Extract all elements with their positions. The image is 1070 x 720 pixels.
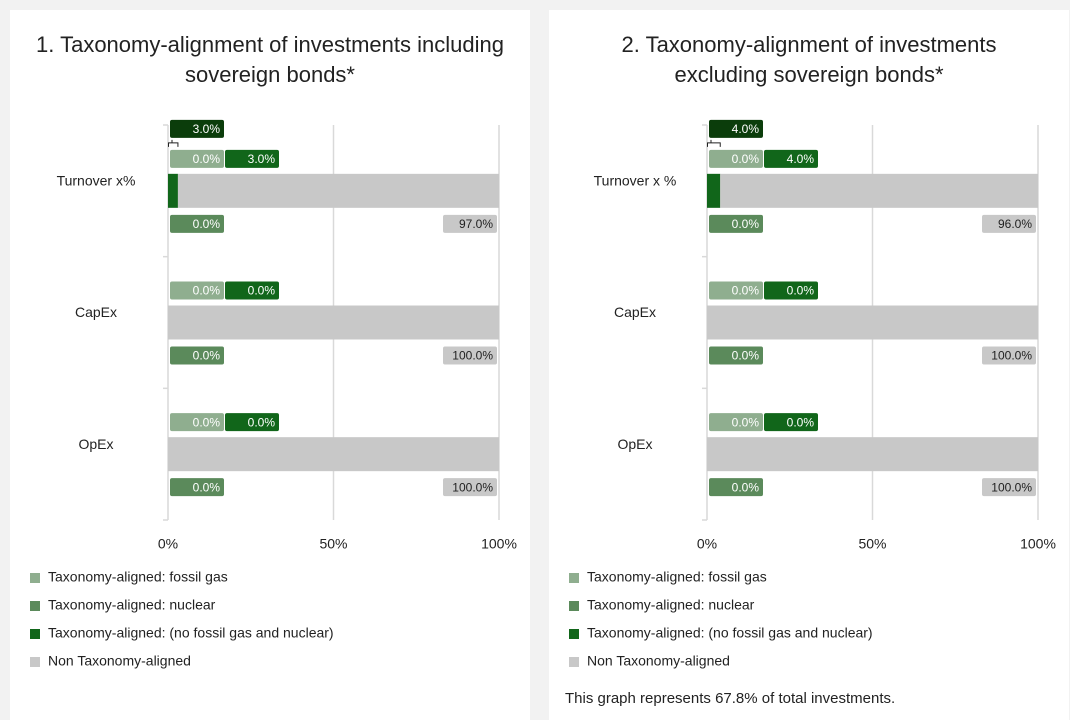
chart-panel: 2. Taxonomy-alignment of investments exc…	[549, 10, 1069, 720]
legend-swatch	[569, 601, 579, 611]
legend-label: Taxonomy-aligned: nuclear	[587, 597, 755, 613]
value-label-bg	[764, 149, 818, 168]
value-label: 0.0%	[732, 217, 760, 231]
footnote: This graph represents 67.8% of total inv…	[565, 690, 895, 707]
value-label: 0.0%	[193, 349, 221, 363]
value-label-bg	[982, 214, 1036, 233]
value-label: 0.0%	[193, 480, 221, 494]
bar-segment	[720, 173, 1038, 208]
chart: 0% 50% 100% Turnover x% 0.0% 3.0% 0.0% 97.0% 3.0…	[30, 119, 517, 669]
value-label-bg	[443, 346, 497, 365]
value-label: 0.0%	[732, 480, 760, 494]
value-label: 0.0%	[193, 415, 221, 429]
value-label-bg	[709, 413, 763, 432]
legend-label: Taxonomy-aligned: nuclear	[48, 597, 216, 613]
legend-swatch	[30, 657, 40, 667]
value-label-bg	[443, 214, 497, 233]
legend-swatch	[569, 629, 579, 639]
value-label-bg	[709, 149, 763, 168]
value-label-bg	[225, 149, 279, 168]
bar-segment	[707, 173, 721, 208]
value-label: 100.0%	[452, 349, 493, 363]
value-label-bg	[170, 281, 224, 300]
total-label: 4.0%	[732, 122, 760, 136]
y-tick-label: Turnover x%	[57, 173, 136, 189]
value-label: 0.0%	[732, 152, 760, 166]
bar-segment	[168, 437, 499, 472]
value-label: 0.0%	[732, 284, 760, 298]
value-label-bg	[709, 346, 763, 365]
value-label-bg	[982, 478, 1036, 497]
chart: 0% 50% 100% Turnover x % 0.0% 4.0% 0.0% 96.0% 4.…	[565, 119, 1056, 707]
value-label-bg	[764, 413, 818, 432]
value-label: 0.0%	[248, 284, 276, 298]
bar-segment	[168, 173, 178, 208]
y-tick-label: OpEx	[78, 436, 113, 452]
chart-title: 1. Taxonomy-alignment of investments inc…	[36, 32, 504, 87]
value-label-bg	[709, 214, 763, 233]
total-label: 3.0%	[193, 122, 221, 136]
value-label: 4.0%	[787, 152, 815, 166]
total-bracket	[707, 139, 721, 147]
value-label: 0.0%	[193, 152, 221, 166]
chart-title: 2. Taxonomy-alignment of investments exc…	[621, 32, 997, 87]
x-tick-label: 50%	[319, 536, 347, 552]
x-tick-label: 0%	[158, 536, 178, 552]
value-label-bg	[225, 413, 279, 432]
x-tick-label: 0%	[697, 536, 717, 552]
bar-segment	[177, 173, 499, 208]
legend-swatch	[30, 601, 40, 611]
x-tick-label: 100%	[1020, 536, 1056, 552]
value-label: 100.0%	[991, 349, 1032, 363]
value-label-bg	[170, 478, 224, 497]
bar-segment	[168, 305, 499, 340]
value-label: 97.0%	[459, 217, 493, 231]
value-label-bg	[709, 478, 763, 497]
legend-swatch	[569, 657, 579, 667]
legend-label: Taxonomy-aligned: fossil gas	[587, 569, 767, 585]
total-label-bg	[709, 119, 763, 138]
value-label: 0.0%	[248, 415, 276, 429]
value-label: 100.0%	[452, 480, 493, 494]
legend-label: Taxonomy-aligned: fossil gas	[48, 569, 228, 585]
value-label-bg	[170, 149, 224, 168]
value-label-bg	[170, 346, 224, 365]
value-label-bg	[225, 281, 279, 300]
y-tick-label: OpEx	[617, 436, 652, 452]
bar-segment	[707, 437, 1038, 472]
value-label: 0.0%	[732, 349, 760, 363]
x-tick-label: 50%	[858, 536, 886, 552]
value-label: 0.0%	[787, 284, 815, 298]
legend-swatch	[30, 573, 40, 583]
total-bracket	[168, 139, 179, 147]
value-label-bg	[170, 214, 224, 233]
y-tick-label: Turnover x %	[594, 173, 677, 189]
legend-swatch	[30, 629, 40, 639]
chart-panel: 1. Taxonomy-alignment of investments inc…	[10, 10, 530, 720]
legend-swatch	[569, 573, 579, 583]
legend-label: Taxonomy-aligned: (no fossil gas and nuc…	[587, 625, 873, 641]
value-label: 96.0%	[998, 217, 1032, 231]
value-label: 3.0%	[248, 152, 276, 166]
legend-label: Taxonomy-aligned: (no fossil gas and nuc…	[48, 625, 334, 641]
value-label-bg	[982, 346, 1036, 365]
value-label: 0.0%	[732, 415, 760, 429]
value-label-bg	[709, 281, 763, 300]
y-tick-label: CapEx	[75, 304, 117, 320]
legend-label: Non Taxonomy-aligned	[48, 653, 191, 669]
y-tick-label: CapEx	[614, 304, 656, 320]
bar-segment	[707, 305, 1038, 340]
value-label: 0.0%	[193, 284, 221, 298]
value-label-bg	[443, 478, 497, 497]
x-tick-label: 100%	[481, 536, 517, 552]
value-label-bg	[764, 281, 818, 300]
legend-label: Non Taxonomy-aligned	[587, 653, 730, 669]
value-label: 0.0%	[193, 217, 221, 231]
value-label-bg	[170, 413, 224, 432]
value-label: 100.0%	[991, 480, 1032, 494]
total-label-bg	[170, 119, 224, 138]
value-label: 0.0%	[787, 415, 815, 429]
